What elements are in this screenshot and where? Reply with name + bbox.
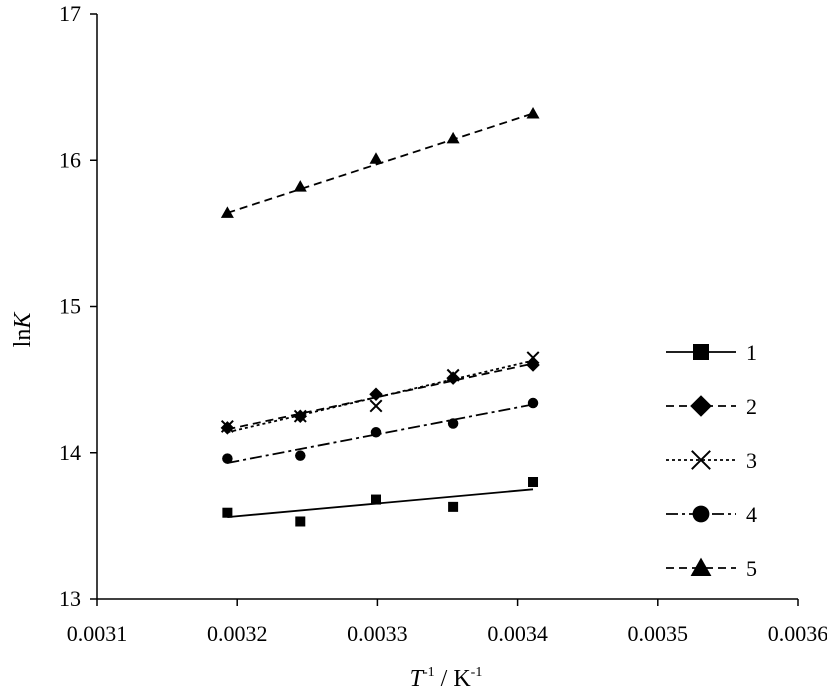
data-point-series-1 bbox=[528, 477, 539, 487]
data-point-series-3 bbox=[220, 419, 234, 433]
x-tick-label: 0.0031 bbox=[67, 621, 128, 646]
y-tick-label: 17 bbox=[59, 1, 81, 26]
data-point-series-5 bbox=[526, 106, 540, 119]
data-point-series-5 bbox=[369, 152, 383, 164]
legend-label-series-3: 3 bbox=[746, 448, 757, 473]
y-tick-label: 15 bbox=[59, 294, 81, 319]
data-point-series-3 bbox=[293, 409, 307, 423]
legend-marker-series-1 bbox=[693, 344, 709, 360]
data-point-series-5 bbox=[446, 131, 460, 144]
legend-label-series-2: 2 bbox=[746, 394, 757, 419]
data-point-series-2 bbox=[220, 421, 235, 435]
x-axis-title: T-1 / K-1 bbox=[410, 665, 483, 692]
x-tick-label: 0.0034 bbox=[487, 621, 548, 646]
x-tick-label: 0.0033 bbox=[347, 621, 408, 646]
axes bbox=[90, 13, 799, 606]
legend-label-series-5: 5 bbox=[746, 556, 757, 581]
data-point-series-2 bbox=[526, 358, 540, 372]
legend-marker-series-4 bbox=[692, 505, 710, 523]
data-point-series-3 bbox=[369, 399, 383, 413]
data-point-series-3 bbox=[526, 351, 540, 365]
legend-marker-series-5 bbox=[690, 557, 712, 576]
data-points bbox=[220, 106, 540, 527]
legend-marker-series-3 bbox=[691, 450, 711, 470]
data-point-series-5 bbox=[293, 180, 307, 192]
x-tick-label: 0.0036 bbox=[768, 621, 827, 646]
data-point-series-4 bbox=[447, 418, 459, 429]
data-point-series-4 bbox=[295, 450, 306, 461]
data-point-series-1 bbox=[222, 507, 233, 518]
fit-lines bbox=[227, 112, 534, 518]
y-tick-label: 16 bbox=[59, 147, 81, 172]
x-tick-label: 0.0035 bbox=[628, 621, 689, 646]
data-point-series-5 bbox=[220, 206, 234, 218]
y-axis-title: lnK bbox=[10, 311, 36, 348]
x-tick-label: 0.0032 bbox=[207, 621, 268, 646]
legend-label-series-1: 1 bbox=[746, 340, 757, 365]
y-tick-label: 14 bbox=[59, 440, 81, 465]
data-point-series-3 bbox=[446, 368, 460, 382]
legend-label-series-4: 4 bbox=[746, 502, 757, 527]
y-tick-label: 13 bbox=[59, 586, 81, 611]
data-point-series-4 bbox=[222, 453, 233, 464]
data-point-series-2 bbox=[369, 387, 383, 401]
data-point-series-1 bbox=[295, 516, 306, 527]
data-point-series-4 bbox=[370, 427, 382, 438]
legend-marker-series-2 bbox=[690, 395, 712, 417]
legend: 1 2 3 4 5 bbox=[666, 340, 757, 581]
data-point-series-1 bbox=[448, 501, 459, 512]
data-point-series-1 bbox=[370, 494, 381, 505]
data-point-series-4 bbox=[527, 397, 539, 409]
data-point-series-2 bbox=[446, 371, 460, 385]
